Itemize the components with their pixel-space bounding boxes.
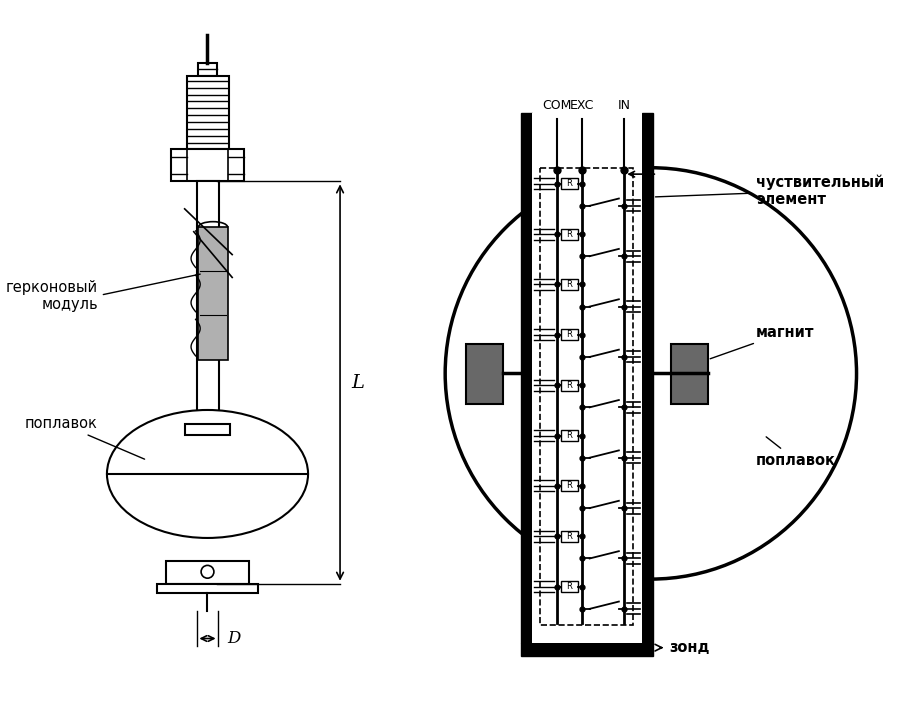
Ellipse shape xyxy=(107,410,308,538)
Text: R: R xyxy=(567,431,572,440)
Text: D: D xyxy=(228,630,241,647)
Text: IN: IN xyxy=(617,99,631,112)
Text: COM: COM xyxy=(542,99,572,112)
Circle shape xyxy=(201,565,214,578)
Bar xyxy=(187,76,229,150)
Bar xyxy=(196,181,220,424)
Text: R: R xyxy=(567,381,572,390)
Bar xyxy=(562,430,578,441)
Bar xyxy=(562,531,578,542)
Bar xyxy=(562,581,578,593)
Bar xyxy=(562,380,578,391)
Text: R: R xyxy=(567,230,572,239)
Bar xyxy=(158,584,257,593)
Bar xyxy=(532,113,642,643)
Text: магнит: магнит xyxy=(710,325,814,359)
Text: EXC: EXC xyxy=(570,99,595,112)
Bar xyxy=(642,113,652,643)
Bar xyxy=(166,561,248,584)
Bar xyxy=(466,344,503,404)
Text: R: R xyxy=(567,583,572,591)
Bar xyxy=(198,227,228,359)
Text: чуствительный
элемент: чуствительный элемент xyxy=(655,174,884,207)
Bar xyxy=(562,229,578,240)
Text: зонд: зонд xyxy=(655,640,709,655)
Circle shape xyxy=(446,168,857,579)
Text: герконовый
модуль: герконовый модуль xyxy=(5,274,200,312)
Bar xyxy=(671,344,707,404)
Bar xyxy=(540,168,634,625)
Bar xyxy=(562,178,578,189)
Text: поплавок: поплавок xyxy=(25,416,145,459)
Bar xyxy=(562,481,578,491)
Bar xyxy=(521,113,532,643)
Text: R: R xyxy=(567,532,572,541)
Bar xyxy=(562,279,578,290)
Text: поплавок: поплавок xyxy=(756,437,836,468)
Bar xyxy=(562,329,578,340)
Bar xyxy=(171,150,244,181)
Text: L: L xyxy=(351,374,364,391)
Bar xyxy=(198,63,217,76)
Bar xyxy=(184,424,230,435)
Text: R: R xyxy=(567,179,572,188)
Bar xyxy=(521,643,652,656)
Text: R: R xyxy=(567,280,572,289)
Text: R: R xyxy=(567,481,572,491)
Text: R: R xyxy=(567,330,572,339)
